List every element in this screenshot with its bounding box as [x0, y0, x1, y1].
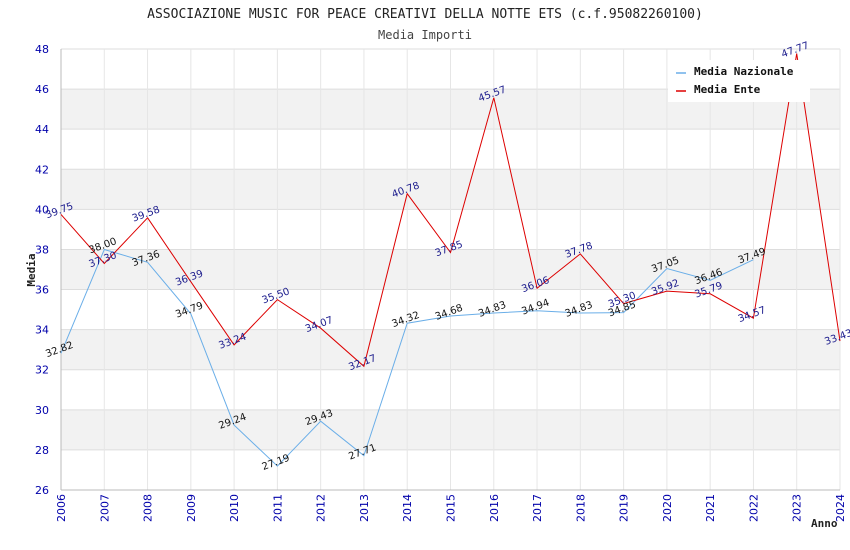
y-tick-labels: 26 28 30 32 34 36 38 40 42 44 46 48	[35, 43, 49, 497]
legend-label-media-nazionale: Media Nazionale	[694, 65, 794, 78]
axes	[60, 49, 840, 491]
data-label-media-ente: 34.57	[737, 305, 768, 325]
data-label-media-nazionale: 34.68	[434, 303, 465, 323]
chart-subtitle: Media Importi	[378, 28, 472, 42]
legend-label-media-ente: Media Ente	[694, 83, 761, 96]
y-tick-label: 40	[35, 203, 49, 216]
x-tick-label: 2014	[401, 494, 414, 522]
series-line-media-nazionale	[60, 248, 754, 467]
data-label-media-nazionale: 34.83	[564, 300, 595, 320]
legend: Media Nazionale Media Ente	[668, 60, 810, 102]
y-tick-label: 48	[35, 43, 49, 56]
grid-lines	[60, 48, 841, 491]
data-label-media-nazionale: 34.83	[477, 300, 508, 320]
y-tick-label: 42	[35, 163, 49, 176]
y-tick-label: 46	[35, 83, 49, 96]
chart-title: ASSOCIAZIONE MUSIC FOR PEACE CREATIVI DE…	[147, 7, 703, 22]
x-tick-label: 2015	[445, 494, 458, 522]
y-tick-label: 44	[35, 123, 49, 136]
x-tick-label: 2020	[661, 494, 674, 522]
data-label-media-nazionale: 34.79	[174, 300, 205, 320]
y-tick-label: 26	[35, 484, 49, 497]
y-tick-label: 30	[35, 404, 49, 417]
series-line-media-ente	[60, 53, 841, 368]
x-tick-label: 2008	[142, 494, 155, 522]
data-label-media-nazionale: 27.19	[261, 453, 292, 473]
x-tick-labels: 2006 2007 2008 2009 2010 2011 2012 2013 2014 2015…	[55, 494, 847, 522]
y-tick-label: 28	[35, 444, 49, 457]
x-tick-label: 2019	[618, 494, 631, 522]
x-tick-label: 2010	[228, 494, 241, 522]
x-tick-label: 2022	[747, 494, 760, 522]
y-tick-label: 36	[35, 284, 49, 297]
x-tick-label: 2017	[531, 494, 544, 522]
x-tick-label: 2016	[488, 494, 501, 522]
y-axis-label: Media	[25, 253, 38, 286]
x-tick-label: 2007	[98, 494, 111, 522]
y-tick-label: 34	[35, 324, 49, 337]
series-lines	[60, 53, 841, 467]
legend-box	[668, 60, 810, 102]
x-tick-label: 2006	[55, 494, 68, 522]
y-tick-label: 38	[35, 243, 49, 256]
x-tick-label: 2024	[834, 494, 847, 522]
x-tick-label: 2021	[704, 494, 717, 522]
x-tick-label: 2011	[271, 494, 284, 522]
data-label-media-ente: 47.77	[780, 40, 811, 60]
y-tick-label: 32	[35, 364, 49, 377]
x-tick-label: 2023	[791, 494, 804, 522]
data-label-media-nazionale: 34.94	[520, 297, 551, 317]
x-tick-label: 2018	[574, 494, 587, 522]
x-tick-label: 2012	[315, 494, 328, 522]
x-tick-label: 2009	[185, 494, 198, 522]
x-tick-label: 2013	[358, 494, 371, 522]
x-axis-label: Anno	[811, 517, 838, 530]
